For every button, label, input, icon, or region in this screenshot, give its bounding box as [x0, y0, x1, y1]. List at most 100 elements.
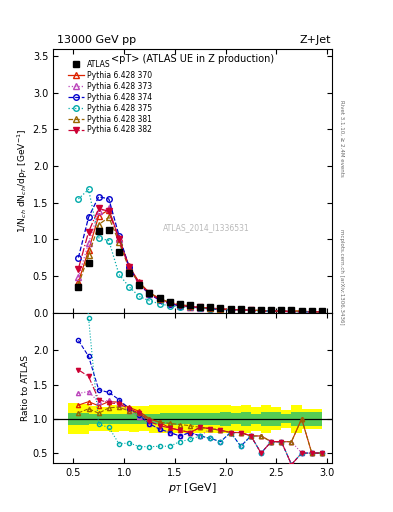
ATLAS: [208, 304, 213, 310]
Bar: [210, 405, 220, 433]
Bar: [129, 413, 139, 424]
Pythia 6.428 373: [147, 291, 152, 297]
Pythia 6.428 373: [248, 307, 253, 313]
Legend: ATLAS, Pythia 6.428 370, Pythia 6.428 373, Pythia 6.428 374, Pythia 6.428 375, P: ATLAS, Pythia 6.428 370, Pythia 6.428 37…: [65, 58, 155, 137]
Pythia 6.428 375: [198, 305, 202, 311]
Pythia 6.428 381: [208, 305, 213, 311]
ATLAS: [309, 308, 314, 314]
Pythia 6.428 374: [167, 301, 172, 307]
Bar: [109, 414, 119, 424]
Bar: [99, 414, 109, 424]
Pythia 6.428 382: [147, 290, 152, 296]
ATLAS: [228, 306, 233, 312]
Pythia 6.428 370: [279, 308, 284, 314]
Pythia 6.428 382: [178, 302, 182, 308]
Bar: [261, 412, 271, 425]
Pythia 6.428 374: [107, 196, 111, 202]
ATLAS: [248, 307, 253, 313]
Pythia 6.428 382: [239, 307, 243, 313]
Pythia 6.428 373: [269, 308, 274, 314]
ATLAS: [117, 249, 121, 255]
Pythia 6.428 381: [96, 222, 101, 228]
Pythia 6.428 375: [157, 301, 162, 307]
Pythia 6.428 374: [248, 307, 253, 313]
Pythia 6.428 370: [137, 280, 141, 286]
Pythia 6.428 370: [248, 307, 253, 313]
Pythia 6.428 373: [320, 309, 324, 315]
Pythia 6.428 370: [86, 247, 91, 253]
Line: Pythia 6.428 381: Pythia 6.428 381: [75, 215, 325, 314]
Pythia 6.428 374: [208, 306, 213, 312]
Pythia 6.428 370: [228, 307, 233, 313]
Pythia 6.428 370: [167, 300, 172, 306]
Pythia 6.428 370: [107, 207, 111, 213]
Line: Pythia 6.428 382: Pythia 6.428 382: [75, 206, 325, 314]
Pythia 6.428 374: [157, 297, 162, 303]
Pythia 6.428 374: [96, 194, 101, 200]
Pythia 6.428 381: [198, 304, 202, 310]
Pythia 6.428 373: [117, 236, 121, 242]
Pythia 6.428 374: [218, 307, 223, 313]
Bar: [292, 412, 302, 425]
Pythia 6.428 375: [137, 293, 141, 300]
Pythia 6.428 373: [86, 240, 91, 246]
Pythia 6.428 382: [96, 205, 101, 211]
Pythia 6.428 370: [157, 295, 162, 302]
Pythia 6.428 375: [76, 196, 81, 202]
Pythia 6.428 382: [299, 309, 304, 315]
ATLAS: [299, 308, 304, 314]
ATLAS: [218, 305, 223, 311]
Bar: [251, 407, 261, 431]
Pythia 6.428 373: [259, 307, 263, 313]
Text: 13000 GeV pp: 13000 GeV pp: [57, 35, 136, 45]
Pythia 6.428 382: [157, 296, 162, 303]
Pythia 6.428 382: [208, 305, 213, 311]
ATLAS: [137, 282, 141, 288]
Bar: [200, 405, 210, 433]
Pythia 6.428 373: [218, 306, 223, 312]
Bar: [119, 414, 129, 424]
Pythia 6.428 370: [117, 234, 121, 241]
Pythia 6.428 374: [259, 308, 263, 314]
ATLAS: [239, 306, 243, 312]
Pythia 6.428 375: [269, 308, 274, 314]
Bar: [180, 405, 190, 433]
Pythia 6.428 370: [320, 309, 324, 315]
Bar: [241, 405, 251, 433]
Pythia 6.428 382: [117, 236, 121, 242]
Pythia 6.428 375: [188, 304, 193, 310]
Bar: [99, 407, 109, 431]
Pythia 6.428 375: [127, 284, 132, 290]
Line: Pythia 6.428 370: Pythia 6.428 370: [75, 207, 325, 314]
Pythia 6.428 374: [137, 281, 141, 287]
Pythia 6.428 374: [299, 309, 304, 315]
Pythia 6.428 382: [127, 264, 132, 270]
Bar: [281, 410, 292, 428]
Pythia 6.428 375: [248, 307, 253, 313]
Text: mcplots.cern.ch [arXiv:1306.3436]: mcplots.cern.ch [arXiv:1306.3436]: [339, 229, 344, 324]
Line: ATLAS: ATLAS: [75, 228, 325, 314]
Pythia 6.428 381: [147, 290, 152, 296]
Bar: [231, 413, 241, 424]
Bar: [88, 414, 99, 424]
Bar: [79, 413, 88, 425]
ATLAS: [178, 301, 182, 307]
ATLAS: [157, 295, 162, 301]
Pythia 6.428 374: [269, 308, 274, 314]
Pythia 6.428 373: [157, 297, 162, 303]
Pythia 6.428 373: [107, 205, 111, 211]
Pythia 6.428 370: [76, 279, 81, 285]
Bar: [312, 412, 322, 425]
Pythia 6.428 370: [147, 290, 152, 296]
Pythia 6.428 381: [117, 239, 121, 245]
Bar: [139, 406, 149, 432]
Pythia 6.428 370: [218, 306, 223, 312]
Bar: [160, 405, 170, 433]
Pythia 6.428 373: [309, 309, 314, 315]
Pythia 6.428 382: [259, 308, 263, 314]
Pythia 6.428 373: [239, 307, 243, 313]
Bar: [292, 405, 302, 433]
Pythia 6.428 382: [248, 307, 253, 313]
Pythia 6.428 375: [239, 307, 243, 313]
Pythia 6.428 374: [86, 214, 91, 220]
